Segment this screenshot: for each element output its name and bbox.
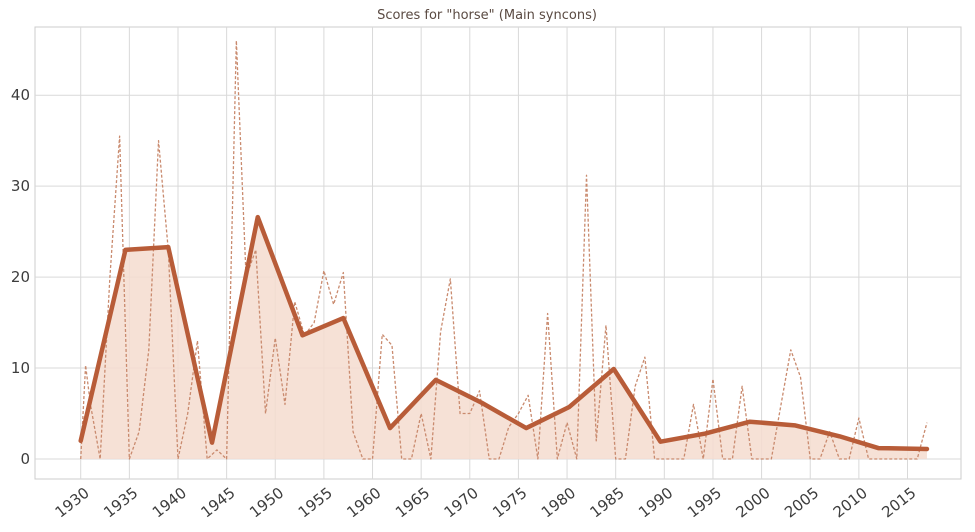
x-tick-label: 2010 — [830, 484, 871, 522]
x-tick-label: 1975 — [489, 484, 530, 522]
y-tick-label: 40 — [11, 86, 30, 104]
x-tick-label: 2015 — [878, 484, 919, 522]
series-line-raw — [80, 39, 928, 460]
y-tick-label: 30 — [11, 177, 30, 195]
x-tick-label: 1985 — [587, 484, 628, 522]
x-tick-label: 1960 — [343, 484, 384, 522]
x-tick-label: 1935 — [100, 484, 141, 522]
y-tick-label: 20 — [11, 268, 30, 286]
series-line-smoothed — [78, 214, 930, 452]
y-tick-label: 0 — [20, 450, 30, 468]
x-tick-label: 1940 — [149, 484, 190, 522]
x-tick-label: 1955 — [295, 484, 336, 522]
x-tick-label: 1965 — [392, 484, 433, 522]
x-tick-label: 1980 — [538, 484, 579, 522]
x-tick-label: 1995 — [684, 484, 725, 522]
plot-frame — [34, 26, 962, 480]
x-tick-label: 1990 — [635, 484, 676, 522]
x-tick-label: 1930 — [52, 484, 93, 522]
chart-title: Scores for "horse" (Main syncons) — [377, 8, 597, 23]
x-tick-label: 1950 — [246, 484, 287, 522]
area-layer — [80, 217, 927, 459]
x-tick-label: 1970 — [441, 484, 482, 522]
x-tick-label: 2000 — [732, 484, 773, 522]
x-tick-label: 2005 — [781, 484, 822, 522]
lines-layer — [78, 39, 930, 460]
y-tick-label: 10 — [11, 359, 30, 377]
x-tick-label: 1945 — [197, 484, 238, 522]
series-area — [80, 217, 927, 459]
